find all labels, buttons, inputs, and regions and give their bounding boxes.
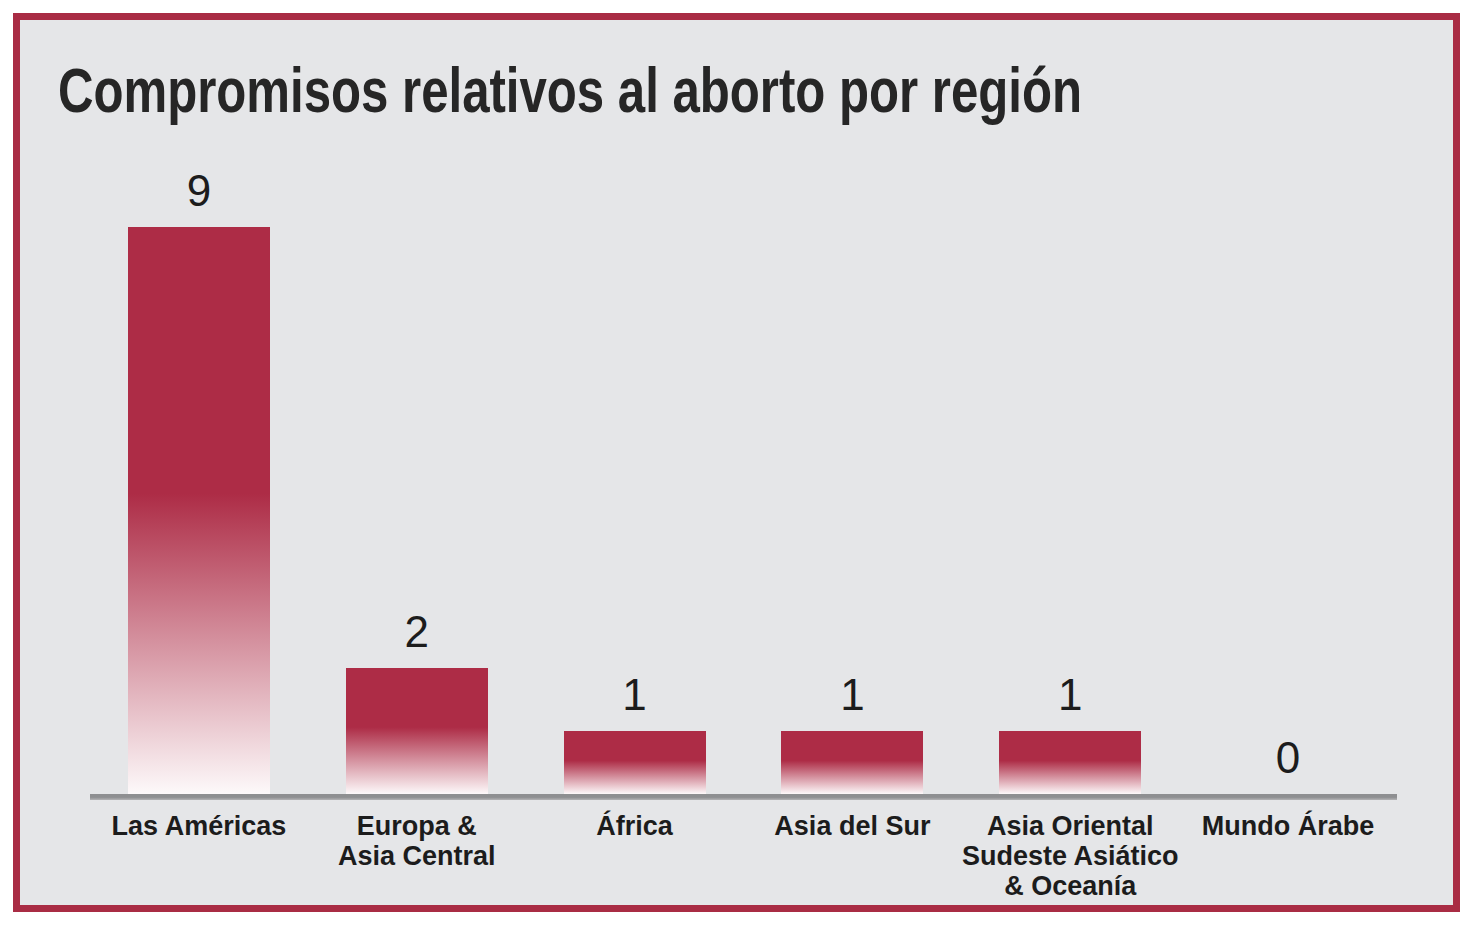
- chart-canvas: Compromisos relativos al aborto por regi…: [0, 0, 1472, 926]
- bar: [564, 731, 706, 794]
- plot-area: 9 2 1 1 1 0: [90, 134, 1397, 794]
- bar-column: 2: [308, 610, 526, 794]
- bar-value-label: 0: [1276, 736, 1300, 780]
- category-label: Asia Oriental Sudeste Asiático & Oceanía: [961, 811, 1179, 901]
- bar-column: 1: [526, 673, 744, 794]
- bar: [999, 731, 1141, 794]
- bar-column: 1: [743, 673, 961, 794]
- category-labels-row: Las Américas Europa & Asia Central Áfric…: [90, 811, 1397, 901]
- bar-value-label: 1: [622, 673, 646, 717]
- x-axis-line: [90, 794, 1397, 800]
- bar-value-label: 1: [840, 673, 864, 717]
- bar-column: 0: [1179, 736, 1397, 794]
- bar-column: 1: [961, 673, 1179, 794]
- bar-column: 9: [90, 169, 308, 794]
- category-label: Europa & Asia Central: [308, 811, 526, 901]
- bar: [346, 668, 488, 794]
- bar-value-label: 1: [1058, 673, 1082, 717]
- category-label: Asia del Sur: [743, 811, 961, 901]
- category-label: Mundo Árabe: [1179, 811, 1397, 901]
- bar: [128, 227, 270, 794]
- chart-title: Compromisos relativos al aborto por regi…: [58, 56, 1082, 125]
- category-label: Las Américas: [90, 811, 308, 901]
- bar-value-label: 9: [187, 169, 211, 213]
- bar-value-label: 2: [405, 610, 429, 654]
- bar: [781, 731, 923, 794]
- category-label: África: [526, 811, 744, 901]
